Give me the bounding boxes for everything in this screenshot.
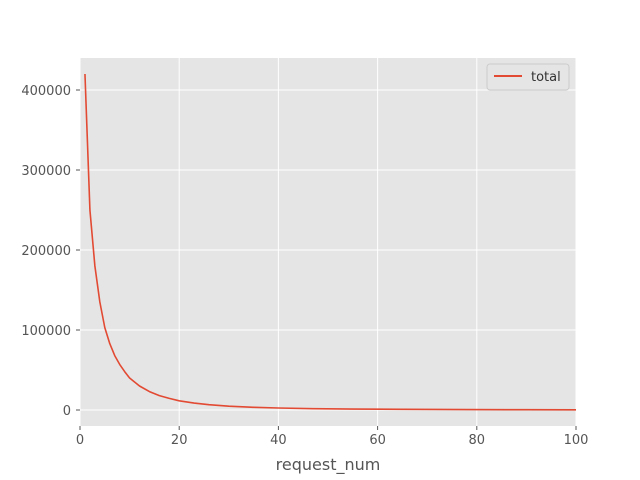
- x-tick-label: 20: [171, 433, 188, 448]
- y-tick-label: 200000: [21, 244, 71, 259]
- x-tick-label: 60: [369, 433, 386, 448]
- series-layer: [84, 73, 577, 411]
- y-tick-label: 300000: [21, 164, 71, 179]
- series-line-total: [84, 73, 577, 411]
- legend: total: [486, 63, 570, 91]
- y-tick-label: 100000: [21, 324, 71, 339]
- x-axis-label: request_num: [276, 455, 381, 475]
- x-tick-label: 0: [76, 433, 84, 448]
- x-tick-label: 80: [469, 433, 486, 448]
- x-axis-ticks: 0 20 40 60 80 100: [76, 426, 589, 448]
- plot-background: [80, 58, 576, 426]
- x-tick-label: 100: [564, 433, 589, 448]
- legend-box: [486, 63, 570, 91]
- y-tick-label: 400000: [21, 84, 71, 99]
- y-tick-label: 0: [63, 404, 71, 419]
- y-axis-ticks: 0 100000 200000 300000 400000: [21, 84, 80, 419]
- legend-label-total: total: [531, 70, 561, 85]
- x-tick-label: 40: [270, 433, 287, 448]
- grid-lines: [79, 58, 577, 426]
